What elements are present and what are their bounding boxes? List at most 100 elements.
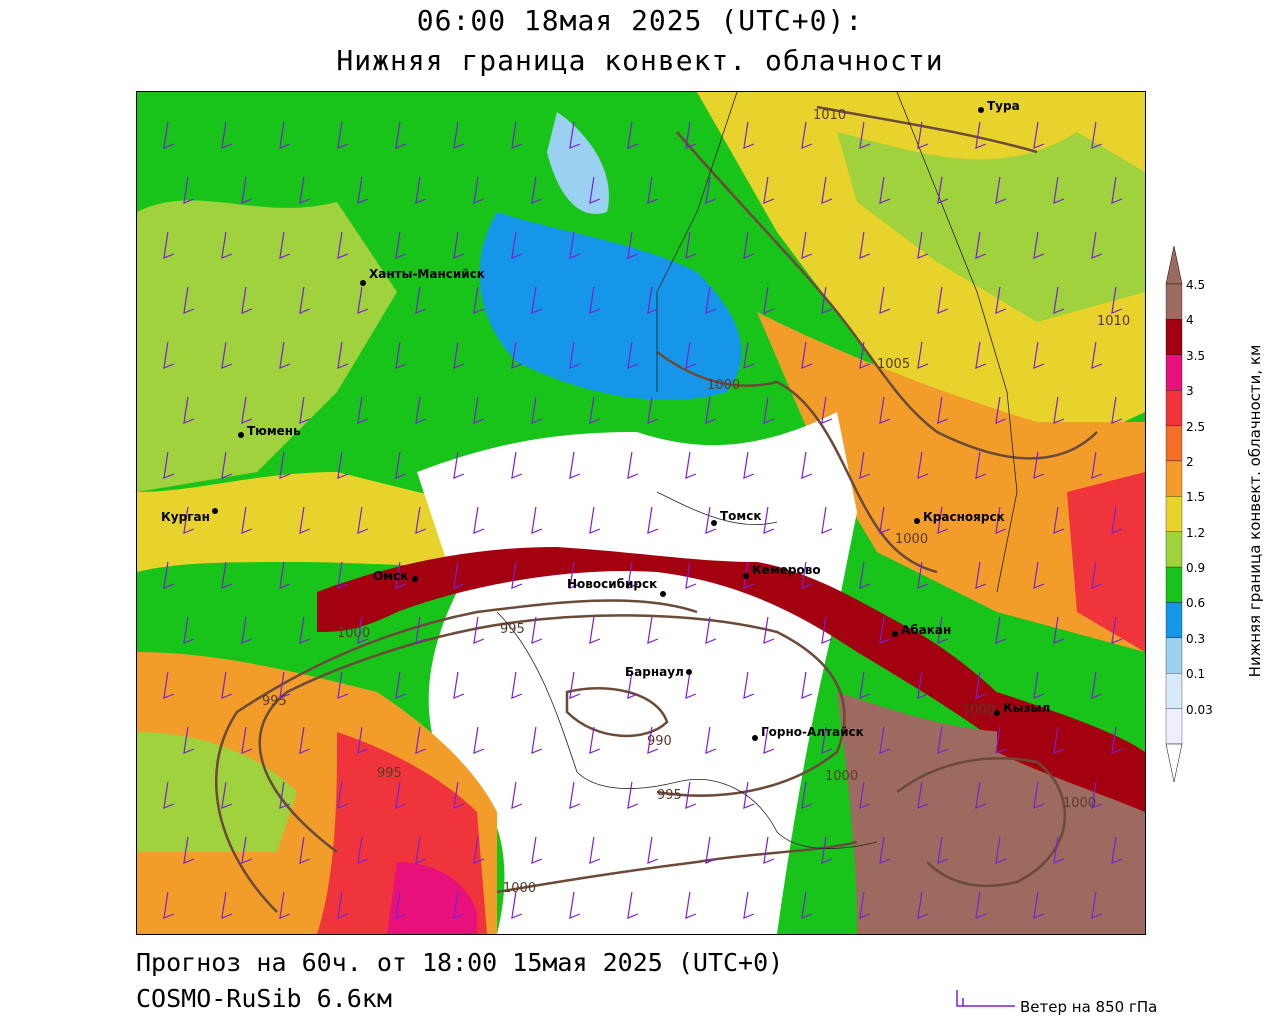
wind-barb (183, 176, 195, 204)
colorbar-swatch (1165, 708, 1183, 745)
wind-barb (937, 396, 949, 424)
wind-barb (511, 561, 523, 589)
city-kyzyl: Кызыл (994, 701, 1050, 716)
wind-barb (337, 341, 349, 369)
wind-barb (531, 286, 543, 314)
wind-barb (511, 341, 523, 369)
wind-barb (743, 231, 755, 259)
wind-barb (917, 341, 929, 369)
wind-barb (569, 891, 581, 919)
field-darkred-se (997, 692, 1145, 812)
wind-barb (975, 561, 987, 589)
wind-barb (917, 451, 929, 479)
wind-barb (859, 231, 871, 259)
wind-legend-icon (956, 990, 1015, 1007)
wind-barb (743, 781, 755, 809)
wind-barb (801, 231, 813, 259)
wind-barb (473, 286, 485, 314)
wind-barb (1091, 121, 1103, 149)
colorbar-swatch (1165, 637, 1183, 674)
wind-barb (453, 781, 465, 809)
wind-barb (163, 781, 175, 809)
isobar-line (565, 687, 669, 738)
wind-barb (859, 891, 871, 919)
wind-barb (299, 726, 311, 754)
isobar-line (258, 620, 518, 853)
wind-barb (357, 286, 369, 314)
city-label: Красноярск (923, 510, 1005, 524)
wind-barb (1091, 891, 1103, 919)
wind-barb (395, 451, 407, 479)
wind-barb (241, 506, 253, 534)
wind-barb (1033, 781, 1045, 809)
wind-barb (1111, 176, 1123, 204)
wind-barb (1111, 616, 1123, 644)
city-abakan: Абакан (892, 623, 951, 637)
wind-barb (279, 451, 291, 479)
wind-barb (743, 891, 755, 919)
wind-barb (685, 781, 697, 809)
wind-barb (357, 506, 369, 534)
wind-barb (821, 506, 833, 534)
city-label: Тура (987, 99, 1020, 113)
city-novosibirsk: Новосибирск (567, 577, 666, 597)
wind-barb (801, 451, 813, 479)
wind-barb (647, 726, 659, 754)
wind-barb (879, 176, 891, 204)
wind-barb (473, 836, 485, 864)
city-label: Кызыл (1003, 701, 1050, 715)
isobar-line (516, 614, 846, 797)
wind-barb (879, 836, 891, 864)
map-title: 06:00 18мая 2025 (UTC+0): (416, 4, 864, 37)
wind-barb (975, 341, 987, 369)
city-label: Абакан (901, 623, 951, 637)
wind-barb (627, 121, 639, 149)
wind-barb (995, 506, 1007, 534)
border-line (676, 779, 878, 849)
wind-barb (821, 726, 833, 754)
wind-barb (627, 341, 639, 369)
wind-barb (473, 726, 485, 754)
wind-barb (473, 506, 485, 534)
border-line (656, 491, 778, 526)
wind-barb (589, 286, 601, 314)
colorbar-swatch (1165, 425, 1183, 462)
wind-barb (937, 176, 949, 204)
wind-barb (705, 506, 717, 534)
wind-barb (299, 286, 311, 314)
wind-barb (821, 286, 833, 314)
wind-barb (917, 561, 929, 589)
wind-barb (299, 836, 311, 864)
city-tyumen: Тюмень (238, 424, 301, 438)
wind-barb (221, 231, 233, 259)
city-omsk: Омск (373, 569, 418, 583)
wind-barb (879, 506, 891, 534)
wind-barb (1111, 506, 1123, 534)
field-lightgreen-ne (837, 132, 1145, 322)
wind-barb (415, 286, 427, 314)
wind-barbs (163, 121, 1123, 919)
wind-barb (1053, 176, 1065, 204)
wind-barb (357, 836, 369, 864)
wind-barb (995, 176, 1007, 204)
colorbar-level-label: 0.1 (1186, 667, 1206, 682)
wind-barb (511, 451, 523, 479)
wind-barb (569, 341, 581, 369)
wind-barb (279, 341, 291, 369)
wind-barb (859, 121, 871, 149)
colorbar-level-label: 0.6 (1186, 596, 1206, 611)
colorbar-swatch (1165, 566, 1183, 603)
wind-barb (627, 561, 639, 589)
wind-barb (705, 176, 717, 204)
wind-barb (1111, 836, 1123, 864)
wind-barb (453, 671, 465, 699)
wind-barb (183, 836, 195, 864)
wind-barb (531, 726, 543, 754)
isobar-labels: 1010 1010 1005 1000 1000 1000 995 995 99… (262, 108, 1130, 896)
wind-barb (589, 616, 601, 644)
field-red-east (1067, 472, 1145, 652)
wind-barb (763, 836, 775, 864)
wind-barb (337, 451, 349, 479)
wind-barb (589, 836, 601, 864)
city-barnaul: Барнаул (625, 665, 692, 679)
